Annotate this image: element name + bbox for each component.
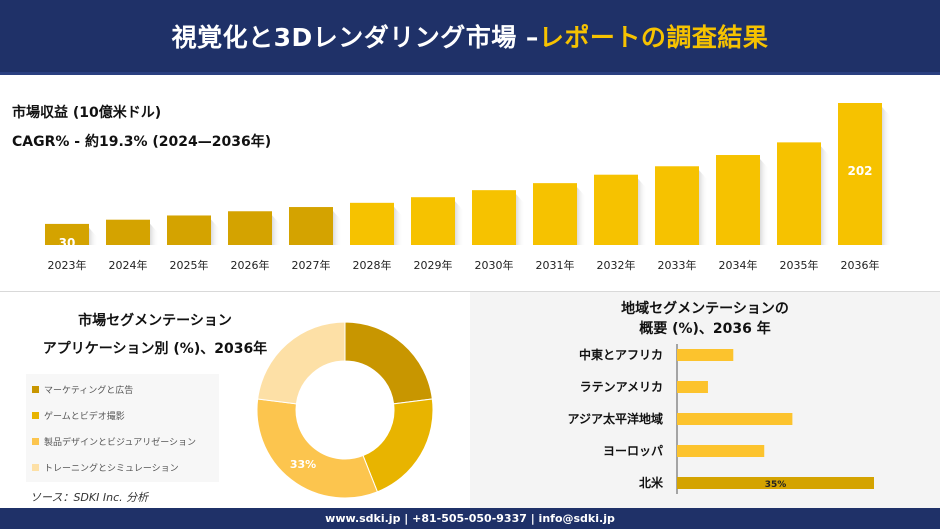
revenue-panel: 2023年 30 2024年 2025年 2026年 2027年 2028年 2029年 203… [0, 78, 940, 290]
bar [106, 219, 150, 245]
region-bar [677, 381, 708, 393]
region-category-label: アジア太平洋地域 [567, 411, 663, 426]
source-note: ソース：SDKI Inc. 分析 [30, 491, 149, 504]
region-bar [677, 477, 874, 489]
x-tick-label: 2028年 [353, 258, 392, 272]
region-title-line-2: 概要 (%)、2036 年 [639, 321, 771, 337]
legend-swatch [32, 385, 39, 393]
bar-data-label: 202 [847, 164, 872, 178]
donut-legend: マーケティングと広告 ゲームとビデオ撮影 製品デザインとビジュアリゼーション ト… [26, 374, 219, 482]
bar-shadow [211, 219, 220, 245]
bar [838, 103, 882, 245]
donut-slice [344, 321, 433, 405]
x-tick-label: 2034年 [719, 258, 758, 272]
legend-label: 製品デザインとビジュアリゼーション [44, 437, 197, 448]
bar [350, 202, 394, 245]
legend-item: 製品デザインとビジュアリゼーション [32, 434, 196, 448]
x-tick-label: 2026年 [231, 258, 270, 272]
donut-slice [256, 398, 379, 499]
region-bar [677, 413, 793, 425]
bar-data-label: 30 [59, 236, 76, 250]
x-tick-label: 2024年 [109, 258, 148, 272]
bar-shadow [699, 170, 708, 245]
bar-shadow [89, 227, 98, 245]
segment-title-line-2: アプリケーション別 (%)、2036年 [42, 341, 268, 357]
region-bar [677, 445, 765, 457]
donut-slice [257, 321, 346, 405]
bar [716, 155, 760, 245]
donut-slice [362, 398, 434, 493]
application-segment-panel: 市場セグメンテーション アプリケーション別 (%)、2036年 マーケティングと… [0, 292, 470, 508]
bar [533, 183, 577, 245]
region-category-label: 中東とアフリカ [579, 347, 663, 362]
page-title: 視覚化と3Dレンダリング市場 –レポートの調査結果 [172, 18, 769, 54]
region-category-label: 北米 [639, 475, 664, 490]
x-tick-label: 2035年 [780, 258, 819, 272]
bar-shadow [760, 159, 769, 245]
cagr-label: CAGR% - 約19.3% (2024—2036年) [12, 134, 272, 150]
revenue-bar-chart: 2023年 30 2024年 2025年 2026年 2027年 2028年 2029年 203… [45, 103, 891, 272]
bar-shadow [882, 107, 891, 245]
bar [594, 174, 638, 245]
section-divider [0, 291, 940, 292]
legend-item: トレーニングとシミュレーション [32, 460, 179, 474]
region-title-line-1: 地域セグメンテーションの [621, 301, 789, 317]
x-tick-label: 2032年 [597, 258, 636, 272]
title-main: 視覚化と3Dレンダリング市場 – [171, 23, 539, 52]
donut-data-label: 33% [290, 458, 316, 471]
bar-shadow [455, 201, 464, 245]
bar [411, 197, 455, 245]
bar [228, 211, 272, 245]
x-tick-label: 2033年 [658, 258, 697, 272]
bar-shadow [333, 211, 342, 245]
footer-contact: www.sdki.jp | +81-505-050-9337 | info@sd… [325, 512, 615, 525]
x-tick-label: 2023年 [48, 258, 87, 272]
legend-swatch [32, 411, 39, 419]
region-category-label: ラテンアメリカ [580, 380, 663, 394]
bar [167, 215, 211, 245]
bar [655, 166, 699, 245]
bar-shadow [577, 187, 586, 245]
header-bar: 視覚化と3Dレンダリング市場 –レポートの調査結果 [0, 0, 940, 75]
region-segment-panel: 地域セグメンテーションの 概要 (%)、2036 年 中東とアフリカ ラテンアメリ… [470, 292, 940, 508]
x-tick-label: 2029年 [414, 258, 453, 272]
region-data-label: 35% [765, 480, 787, 490]
region-category-label: ヨーロッパ [603, 444, 663, 458]
x-tick-label: 2027年 [292, 258, 331, 272]
application-donut-chart: 33% [256, 321, 434, 499]
legend-label: トレーニングとシミュレーション [44, 463, 179, 474]
region-bar [677, 349, 734, 361]
bar [289, 207, 333, 245]
footer-bar: www.sdki.jp | +81-505-050-9337 | info@sd… [0, 508, 940, 529]
legend-item: マーケティングと広告 [32, 382, 133, 396]
bar-shadow [394, 206, 403, 245]
segment-title-line-1: 市場セグメンテーション [78, 313, 232, 329]
bar-shadow [638, 178, 647, 245]
legend-swatch [32, 437, 39, 445]
bar-shadow [272, 215, 281, 245]
x-tick-label: 2031年 [536, 258, 575, 272]
legend-swatch [32, 463, 39, 471]
bar-shadow [150, 223, 159, 245]
revenue-label: 市場収益 (10億米ドル) [12, 105, 162, 121]
legend-label: マーケティングと広告 [44, 385, 134, 396]
bar-shadow [821, 146, 830, 245]
title-accent: レポートの調査結果 [538, 23, 769, 52]
x-tick-label: 2036年 [841, 258, 880, 272]
x-tick-label: 2030年 [475, 258, 514, 272]
bar [777, 142, 821, 245]
bar-shadow [516, 194, 525, 245]
bar [45, 223, 89, 245]
x-tick-label: 2025年 [170, 258, 209, 272]
legend-item: ゲームとビデオ撮影 [32, 408, 125, 422]
bar [472, 190, 516, 245]
legend-label: ゲームとビデオ撮影 [44, 411, 125, 422]
